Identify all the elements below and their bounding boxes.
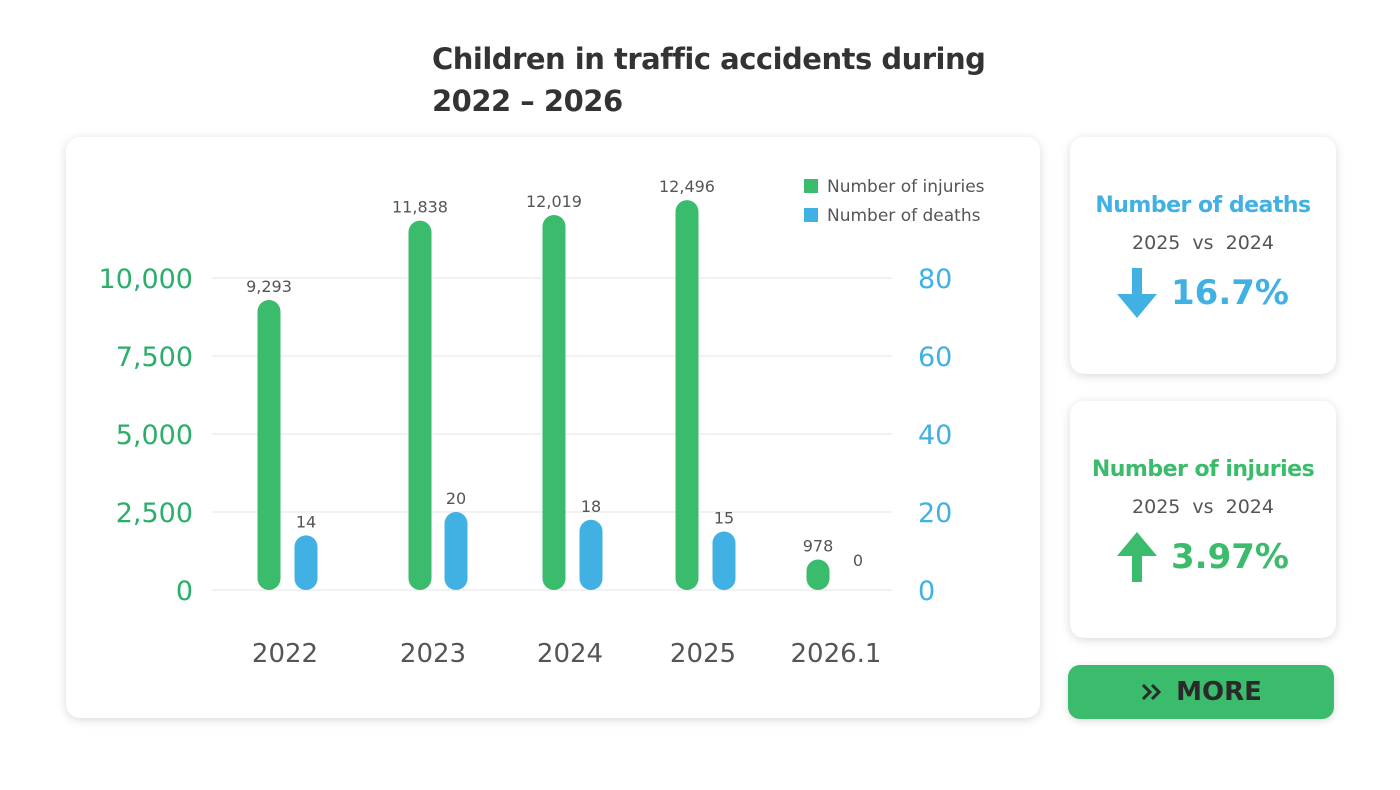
deaths-data-label: 0: [853, 551, 863, 570]
deaths-stat-card: Number of deaths 2025 vs 2024 16.7%: [1070, 137, 1336, 374]
bar-chart: 0 2,500 5,000 7,500 10,000 0 20 40 60 80 2022 9,293…: [99, 177, 985, 669]
injuries-bar: [675, 200, 699, 590]
deaths-bar: [294, 535, 318, 590]
legend-swatch: [804, 179, 818, 193]
arrow-down-icon: [1117, 268, 1158, 318]
x-axis-tick-label: 2023: [400, 639, 466, 669]
chart-card: 0 2,500 5,000 7,500 10,000 0 20 40 60 80 2022 9,293…: [66, 137, 1040, 718]
more-button-label: MORE: [1176, 677, 1262, 707]
injuries-stat-card: Number of injuries 2025 vs 2024 3.97%: [1070, 401, 1336, 638]
deaths-data-label: 20: [446, 489, 466, 508]
legend-label: Number of deaths: [827, 206, 981, 226]
injuries-card-title: Number of injuries: [1091, 457, 1315, 482]
left-axis-tick-label: 2,500: [116, 498, 193, 529]
page-title: Children in traffic accidents during 202…: [432, 38, 986, 122]
deaths-card-comparison: 2025 vs 2024: [1132, 232, 1274, 254]
injuries-bar: [806, 559, 830, 590]
injuries-data-label: 978: [803, 536, 834, 555]
right-axis-tick-label: 60: [918, 342, 952, 373]
x-axis-tick-label: 2026.1: [791, 639, 882, 669]
right-axis-tick-label: 20: [918, 498, 952, 529]
deaths-card-title: Number of deaths: [1095, 193, 1311, 218]
left-axis-tick-label: 7,500: [116, 342, 193, 373]
right-axis-tick-label: 40: [918, 420, 952, 451]
left-axis-tick-label: 5,000: [116, 420, 193, 451]
injuries-data-label: 12,019: [526, 192, 582, 211]
right-axis-tick-label: 80: [918, 264, 952, 295]
injuries-card-comparison: 2025 vs 2024: [1132, 496, 1274, 518]
x-axis-tick-label: 2025: [670, 639, 736, 669]
deaths-bar: [444, 512, 468, 590]
injuries-bar: [257, 300, 281, 590]
deaths-bar: [579, 519, 603, 590]
injuries-change-value: 3.97%: [1171, 537, 1289, 577]
more-button[interactable]: MORE: [1068, 665, 1334, 719]
injuries-bar: [542, 215, 566, 590]
injuries-data-label: 9,293: [246, 277, 292, 296]
left-axis-tick-label: 10,000: [99, 264, 193, 295]
right-axis-tick-label: 0: [918, 576, 935, 607]
x-axis-tick-label: 2024: [537, 639, 603, 669]
arrow-up-icon: [1117, 532, 1158, 582]
injuries-data-label: 11,838: [392, 198, 448, 217]
deaths-data-label: 14: [296, 512, 316, 531]
left-axis-tick-label: 0: [176, 576, 193, 607]
double-chevron-right-icon: [1142, 683, 1162, 701]
injuries-data-label: 12,496: [659, 177, 715, 196]
legend-swatch: [804, 208, 818, 222]
deaths-data-label: 15: [714, 509, 734, 528]
deaths-change-value: 16.7%: [1171, 273, 1289, 313]
title-line-1: Children in traffic accidents during: [432, 42, 986, 76]
legend-label: Number of injuries: [827, 177, 985, 197]
title-line-2: 2022 – 2026: [432, 84, 623, 118]
x-axis-tick-label: 2022: [252, 639, 318, 669]
deaths-data-label: 18: [581, 497, 601, 516]
deaths-bar: [712, 531, 736, 590]
injuries-bar: [408, 220, 432, 590]
